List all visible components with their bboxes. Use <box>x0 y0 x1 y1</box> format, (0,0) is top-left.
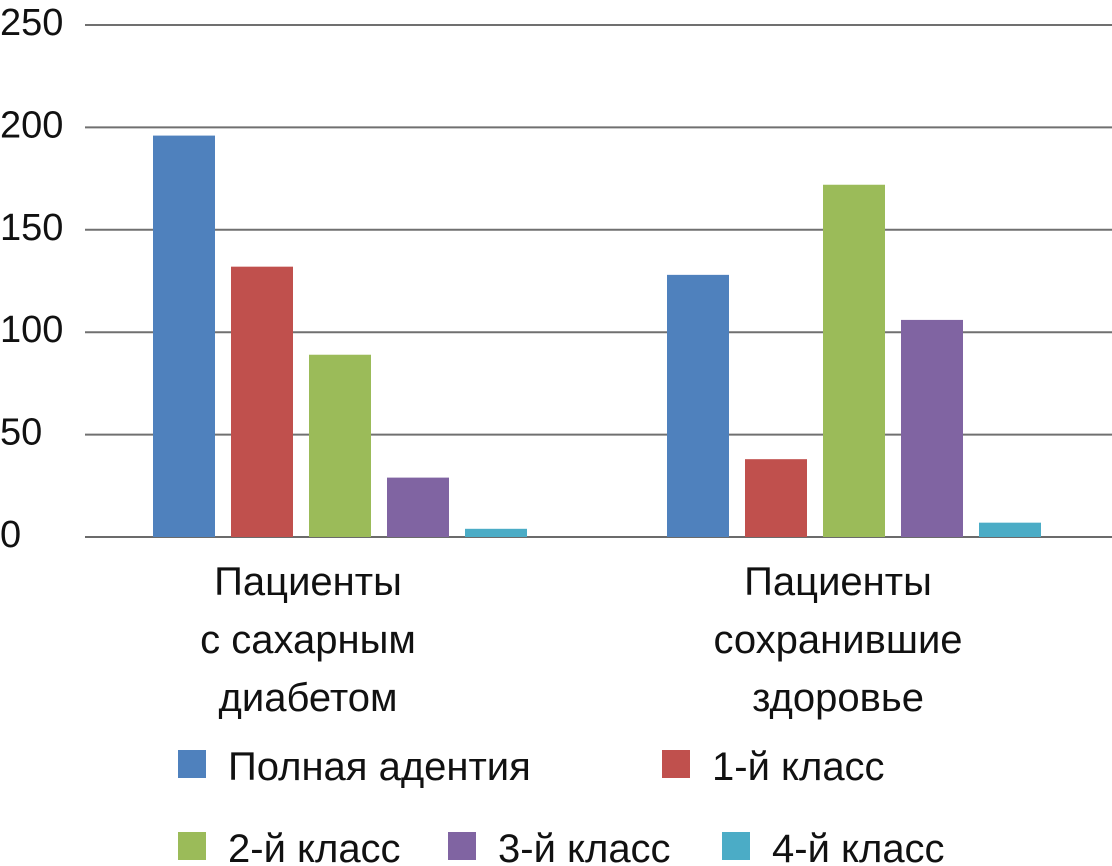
x-tick-label: Пациенты <box>744 560 932 604</box>
bar <box>309 354 371 537</box>
legend-label: Полная адентия <box>228 745 531 789</box>
y-tick-label: 200 <box>0 104 63 146</box>
legend-label: 4-й класс <box>772 827 945 866</box>
bars <box>153 135 1041 538</box>
x-tick-label: сохранившие <box>713 618 962 662</box>
y-tick-label: 100 <box>0 309 63 351</box>
y-tick-label: 0 <box>0 514 21 556</box>
bar <box>979 522 1041 537</box>
bar <box>153 135 215 538</box>
x-tick-label: Пациенты <box>214 560 402 604</box>
x-axis-categories: Пациенты с сахарным диабетом Пациенты сохран… <box>200 560 962 720</box>
y-axis-ticks: 0 50 100 150 200 250 <box>0 2 63 556</box>
x-tick-label: диабетом <box>219 676 398 720</box>
legend-label: 3-й класс <box>498 827 671 866</box>
legend-swatch <box>662 750 690 778</box>
bar <box>465 528 527 537</box>
x-tick-label: здоровье <box>752 676 924 720</box>
y-tick-label: 50 <box>0 412 42 454</box>
legend: Полная адентия 1-й класс 2-й класс 3-й клас… <box>178 745 945 866</box>
legend-swatch <box>722 832 750 860</box>
bar <box>745 459 807 537</box>
legend-swatch <box>448 832 476 860</box>
bar <box>667 274 729 537</box>
y-tick-label: 150 <box>0 207 63 249</box>
bar <box>901 319 963 537</box>
bar <box>387 477 449 537</box>
x-tick-label: с сахарным <box>200 618 416 662</box>
legend-label: 2-й класс <box>228 827 401 866</box>
legend-swatch <box>178 750 206 778</box>
bar <box>823 184 885 537</box>
legend-swatch <box>178 832 206 860</box>
bar <box>231 266 293 537</box>
y-tick-label: 250 <box>0 2 63 44</box>
legend-label: 1-й класс <box>712 745 885 789</box>
